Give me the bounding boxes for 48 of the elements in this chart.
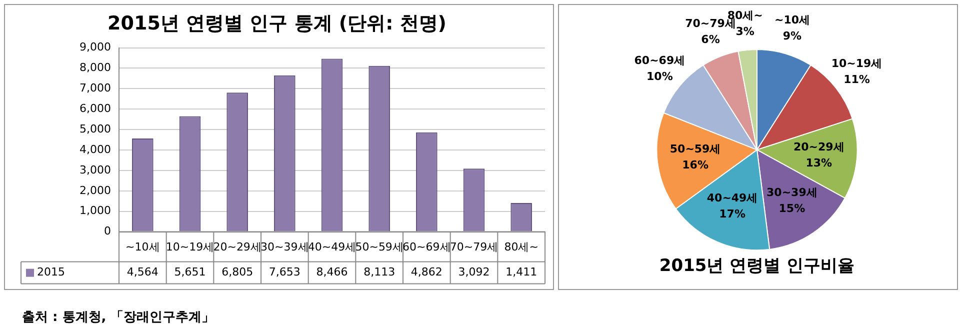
data-label: 17% <box>719 208 746 221</box>
slice-label: 40~49세 <box>706 192 758 205</box>
data-label: 3% <box>736 24 754 38</box>
y-tick-label: 7,000 <box>80 82 111 95</box>
data-label: 9% <box>782 29 802 42</box>
data-label: 4,862 <box>410 266 442 279</box>
y-tick-label: 8,000 <box>80 61 111 74</box>
data-label: 4,564 <box>126 266 158 279</box>
x-tick-label: 20~29세 <box>213 240 262 254</box>
y-tick-label: 2,000 <box>80 184 111 197</box>
x-tick-label: 30~39세 <box>260 240 309 254</box>
data-label: 3,092 <box>458 266 490 279</box>
data-label: 16% <box>682 158 708 172</box>
y-tick-label: 9,000 <box>80 40 111 54</box>
data-label: 8,113 <box>364 266 396 279</box>
x-tick-label: 60~69세 <box>402 240 451 254</box>
chart-title: 2015년 연령별 인구 통계 (단위: 천명) <box>108 12 446 34</box>
data-label: 7,653 <box>268 266 300 279</box>
data-label: 6% <box>701 33 720 46</box>
slice-label: 50~59세 <box>670 142 721 156</box>
y-tick-label: 3,000 <box>80 163 111 176</box>
legend-label: 2015 <box>37 266 65 279</box>
x-tick-label: 80세~ <box>504 240 538 254</box>
x-tick-label: 70~79세 <box>450 240 498 254</box>
data-label: 1,411 <box>506 266 538 279</box>
x-tick-label: 50~59세 <box>355 240 404 254</box>
x-tick-label: 40~49세 <box>308 240 356 254</box>
slice-label: 60~69세 <box>634 54 686 68</box>
source-note: 출처 : 통계청, 「장래인구추계」 <box>22 309 215 326</box>
slice-label: 20~29세 <box>793 140 844 154</box>
data-label: 5,651 <box>174 266 206 279</box>
y-tick-label: 4,000 <box>80 142 111 156</box>
y-tick-label: 0 <box>104 224 111 238</box>
slice-label: ~10세 <box>774 13 810 26</box>
x-tick-label: 10~19세 <box>166 240 214 254</box>
data-label: 11% <box>844 73 870 86</box>
data-label: 15% <box>778 202 806 216</box>
data-label: 8,466 <box>316 266 348 279</box>
x-tick-label: ~10세 <box>126 240 160 254</box>
y-tick-label: 1,000 <box>80 204 111 218</box>
y-tick-label: 5,000 <box>80 122 111 136</box>
text: 2015년 연령별 인구비율 <box>659 256 855 276</box>
data-label: 6,805 <box>222 266 254 279</box>
y-tick-label: 6,000 <box>80 102 111 115</box>
slice-label: 30~39세 <box>766 186 818 200</box>
slice-label: 10~19세 <box>831 57 882 70</box>
data-label: 10% <box>646 70 673 84</box>
data-label: 13% <box>806 156 832 170</box>
